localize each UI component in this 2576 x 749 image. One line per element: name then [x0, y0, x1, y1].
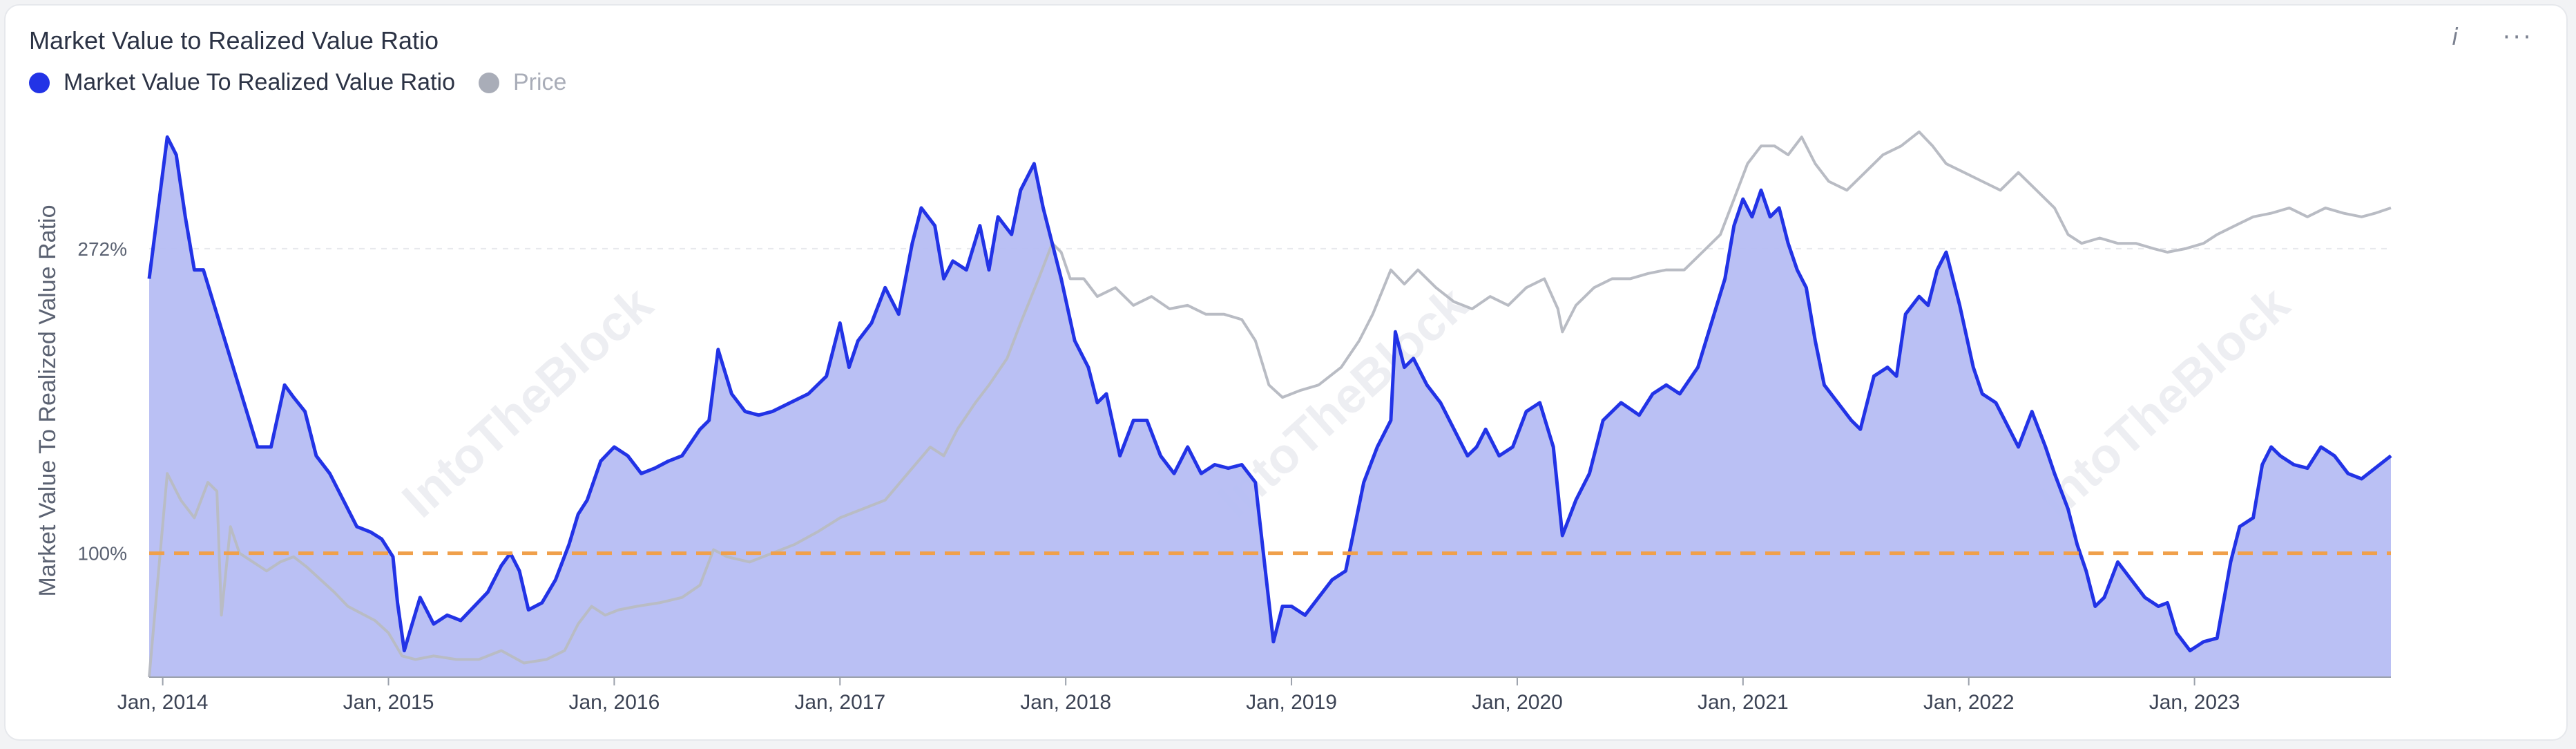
info-icon[interactable]: i: [2452, 23, 2459, 51]
legend-dot-ratio: [29, 72, 50, 93]
y-axis-title: Market Value To Realized Value Ratio: [35, 205, 61, 597]
ratio-line: [147, 135, 2392, 653]
chart-title: Market Value to Realized Value Ratio: [29, 26, 439, 55]
x-tick-label: Jan, 2019: [1246, 691, 1337, 714]
series-layer: [147, 130, 2392, 678]
x-tick-label: Jan, 2014: [117, 691, 209, 714]
x-tick-label: Jan, 2022: [1923, 691, 2015, 714]
legend-dot-price: [478, 72, 499, 93]
ratio-area: [149, 137, 2391, 677]
legend-label-ratio: Market Value To Realized Value Ratio: [64, 69, 455, 95]
y-tick-label: 100%: [77, 543, 127, 565]
legend-item-price[interactable]: Price: [478, 69, 567, 96]
y-tick-label: 272%: [77, 238, 127, 260]
legend-label-price: Price: [512, 69, 567, 95]
x-tick-label: Jan, 2017: [794, 691, 885, 714]
x-tick-label: Jan, 2021: [1698, 691, 1789, 714]
price-line: [148, 130, 2392, 678]
x-tick-label: Jan, 2016: [568, 691, 660, 714]
axes-layer: 272% 100% Market Value To Realized Value R…: [35, 205, 2391, 714]
x-tick-label: Jan, 2015: [343, 691, 434, 714]
x-tick-label: Jan, 2018: [1020, 691, 1111, 714]
chart-legend: Market Value To Realized Value Ratio Pri…: [29, 69, 590, 96]
x-tick-label: Jan, 2023: [2149, 691, 2240, 714]
legend-item-ratio[interactable]: Market Value To Realized Value Ratio: [29, 69, 455, 96]
x-tick-label: Jan, 2020: [1472, 691, 1563, 714]
more-options-icon[interactable]: ···: [2503, 23, 2534, 51]
